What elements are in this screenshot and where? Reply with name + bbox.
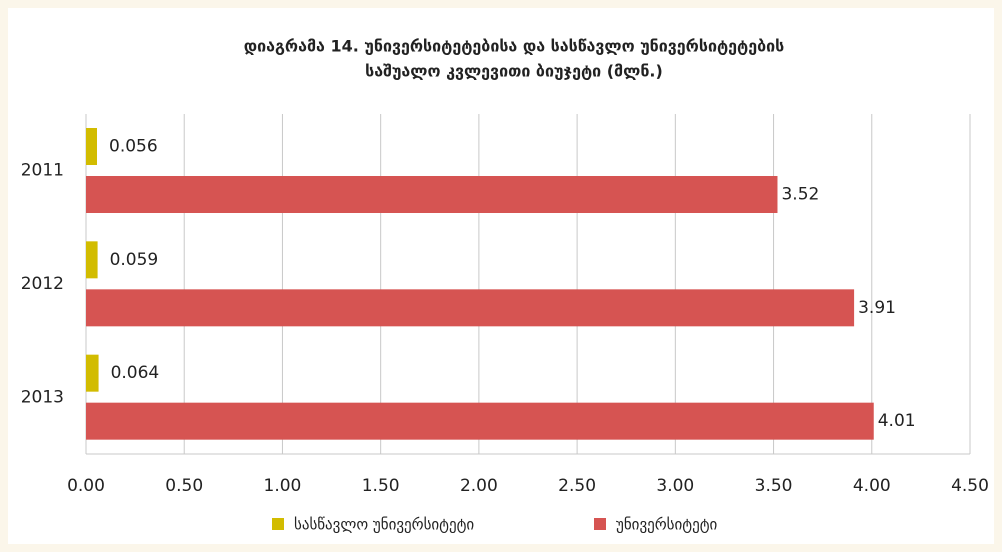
- data-label: 3.91: [858, 298, 896, 318]
- data-label: 0.059: [110, 250, 159, 270]
- chart-title: საშუალო კვლევითი ბიუჯეტი (მლნ.): [365, 62, 663, 81]
- x-tick-label: 1.50: [362, 476, 400, 496]
- bar: [86, 241, 98, 279]
- panel: [8, 8, 994, 544]
- x-tick-label: 1.00: [264, 476, 302, 496]
- legend-label: უნივერსიტეტი: [616, 516, 718, 534]
- x-tick-label: 0.00: [67, 476, 105, 496]
- data-label: 0.056: [109, 137, 158, 157]
- bar: [86, 402, 874, 440]
- bar: [86, 354, 99, 392]
- y-tick-label: 2011: [21, 161, 64, 181]
- bar: [86, 289, 855, 327]
- legend-swatch: [594, 518, 606, 530]
- x-tick-label: 4.00: [853, 476, 891, 496]
- data-label: 3.52: [781, 185, 819, 205]
- x-tick-label: 3.00: [656, 476, 694, 496]
- data-label: 0.064: [111, 363, 160, 383]
- x-tick-label: 2.00: [460, 476, 498, 496]
- x-tick-label: 2.50: [558, 476, 596, 496]
- x-tick-label: 3.50: [755, 476, 793, 496]
- y-tick-label: 2013: [21, 387, 64, 407]
- bar: [86, 128, 98, 165]
- data-label: 4.01: [878, 411, 916, 431]
- legend-label: სასწავლო უნივერსიტეტი: [294, 516, 474, 534]
- x-tick-label: 4.50: [951, 476, 989, 496]
- chart-title: დიაგრამა 14. უნივერსიტეტებისა და სასწავლ…: [244, 37, 785, 56]
- y-tick-label: 2012: [21, 274, 64, 294]
- bar: [86, 176, 778, 213]
- x-tick-label: 0.50: [165, 476, 203, 496]
- legend-swatch: [272, 518, 284, 530]
